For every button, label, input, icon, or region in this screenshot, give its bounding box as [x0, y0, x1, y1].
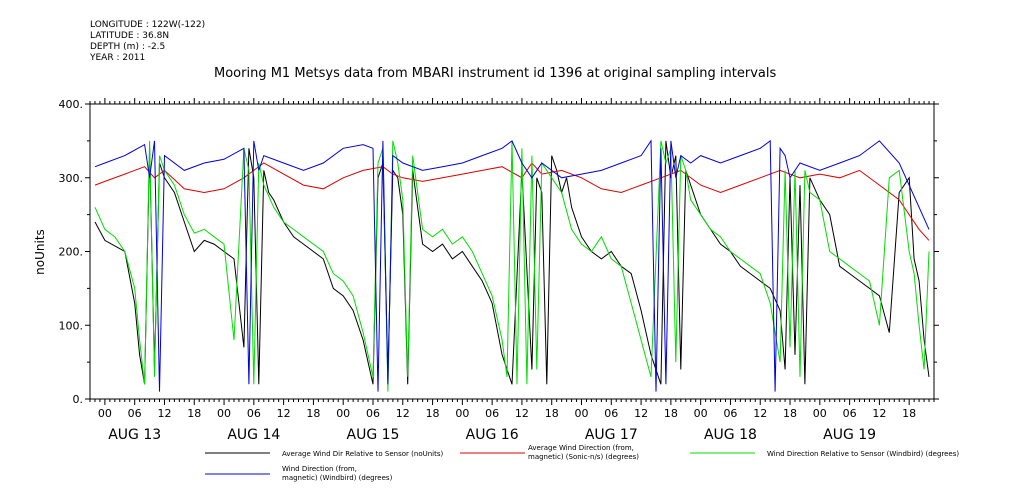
depth-text: DEPTH (m) : -2.5	[90, 42, 166, 52]
x-tick-label: 06	[485, 407, 499, 420]
x-date-label: AUG 18	[704, 427, 757, 443]
longitude-text: LONGITUDE : 122W(-122)	[90, 20, 206, 30]
legend-label-1: Average Wind Direction (from, magnetic) (…	[528, 444, 639, 461]
x-tick-label: 12	[634, 407, 648, 420]
legend-label-0: Average Wind Dir Relative to Sensor (noU…	[282, 450, 443, 458]
x-date-label: AUG 15	[347, 427, 400, 443]
header-block: LONGITUDE : 122W(-122) LATITUDE : 36.8N …	[90, 20, 205, 64]
x-tick-label: 00	[217, 407, 231, 420]
axis-layer: 0. 100. 200. 300. 400. 00 06 12 18 00 06 12 18 00 06 12…	[59, 98, 939, 443]
x-tick-label: 06	[247, 407, 261, 420]
series-layer	[94, 139, 930, 392]
x-tick-label: 12	[872, 407, 886, 420]
y-tick-label: 200.	[59, 246, 84, 259]
x-tick-label: 18	[783, 407, 797, 420]
x-tick-label: 00	[694, 407, 708, 420]
x-tick-label: 06	[128, 407, 142, 420]
x-tick-label: 12	[157, 407, 171, 420]
x-tick-label: 18	[545, 407, 559, 420]
x-tick-label: 18	[664, 407, 678, 420]
x-date-label: AUG 19	[823, 427, 876, 443]
y-tick-label: 0.	[73, 393, 84, 406]
x-tick-label: 06	[366, 407, 380, 420]
y-tick-label: 300.	[59, 172, 84, 185]
chart-title: Mooring M1 Metsys data from MBARI instru…	[214, 66, 777, 81]
legend-label-2: Wind Direction Relative to Sensor (Windb…	[767, 450, 959, 458]
x-date-label: AUG 16	[466, 427, 519, 443]
x-tick-label: 12	[277, 407, 291, 420]
x-tick-label: 00	[575, 407, 589, 420]
x-date-label: AUG 13	[108, 427, 161, 443]
x-tick-label: 18	[306, 407, 320, 420]
y-tick-label: 100.	[59, 319, 84, 332]
x-date-label: AUG 17	[585, 427, 638, 443]
series-line-2	[94, 140, 930, 392]
x-tick-label: 12	[515, 407, 529, 420]
x-tick-label: 06	[723, 407, 737, 420]
x-tick-label: 18	[426, 407, 440, 420]
year-text: YEAR : 2011	[90, 53, 146, 63]
x-tick-label: 00	[336, 407, 350, 420]
x-tick-label: 12	[753, 407, 767, 420]
x-tick-label: 00	[98, 407, 112, 420]
x-tick-label: 18	[902, 407, 916, 420]
y-axis-label: noUnits	[33, 229, 47, 275]
x-tick-label: 00	[813, 407, 827, 420]
y-tick-label: 400.	[59, 98, 84, 111]
legend: Average Wind Dir Relative to Sensor (noU…	[205, 444, 959, 482]
x-tick-label: 12	[396, 407, 410, 420]
legend-label-3: Wind Direction (from, magnetic) (Windbird…	[282, 465, 393, 482]
x-tick-label: 00	[455, 407, 469, 420]
x-tick-label: 06	[843, 407, 857, 420]
x-tick-label: 18	[187, 407, 201, 420]
latitude-text: LATITUDE : 36.8N	[90, 31, 170, 41]
series-line-1	[94, 162, 930, 241]
x-tick-label: 06	[604, 407, 618, 420]
series-line-3	[94, 139, 930, 392]
x-date-label: AUG 14	[227, 427, 280, 443]
